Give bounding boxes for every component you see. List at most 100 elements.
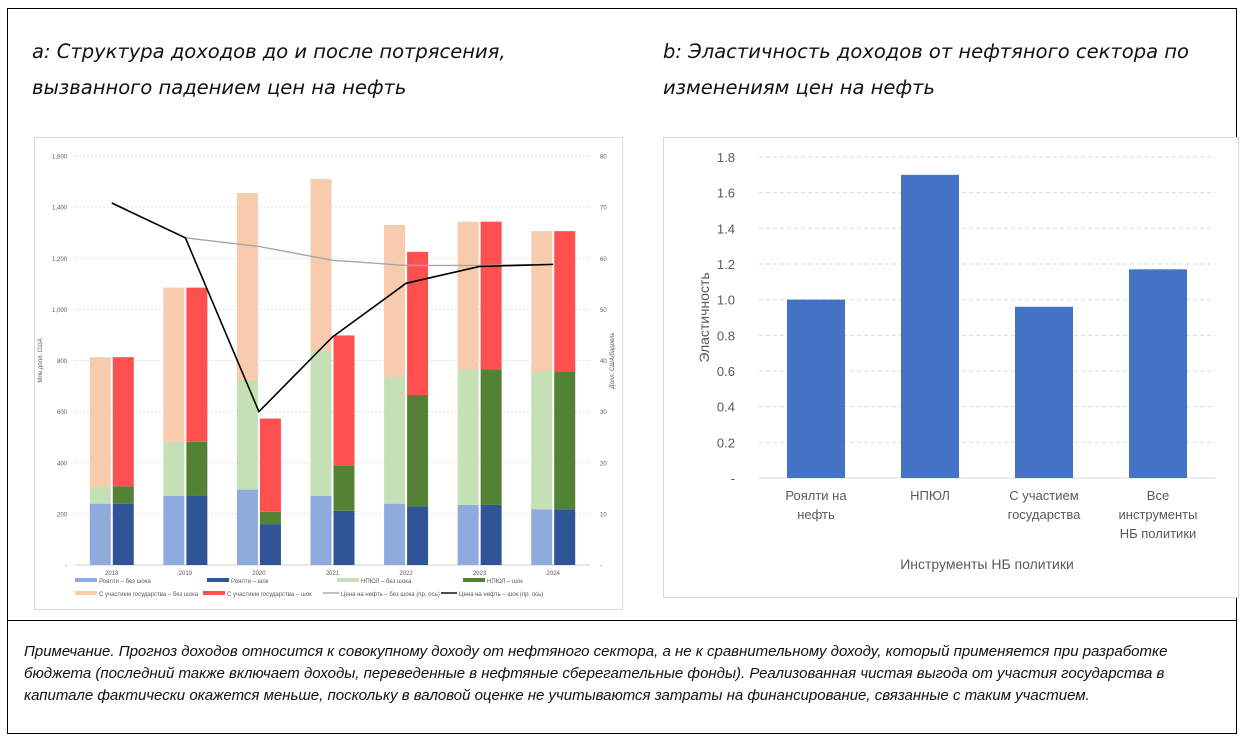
legend-label: С участием государства – шок [227, 592, 312, 598]
bar-segment [89, 503, 111, 565]
bar-segment [457, 221, 479, 370]
bar-segment [310, 179, 332, 351]
y-tick-label: 800 [57, 359, 68, 365]
bar-segment [457, 504, 479, 565]
y-tick-label: 1,000 [52, 308, 68, 314]
y2-tick-label: - [600, 564, 602, 570]
y-tick-label: 1.6 [717, 186, 735, 201]
legend-label: Роялти – шок [231, 579, 269, 585]
bar-segment [163, 441, 185, 496]
bar-segment [310, 495, 332, 565]
x-tick-label: 2022 [399, 571, 413, 577]
y-axis-title: Млн долл. США [38, 338, 44, 382]
legend-swatch [207, 578, 229, 582]
y-tick-label: 1.2 [717, 257, 735, 272]
bar-segment [531, 509, 553, 565]
y2-tick-label: 30 [600, 410, 607, 416]
y-tick-label: 200 [57, 512, 68, 518]
bar-segment [480, 369, 502, 505]
bar [1015, 306, 1073, 478]
bar-segment [407, 251, 429, 396]
bar-segment [89, 357, 111, 487]
bar [787, 299, 845, 478]
bar-segment [163, 495, 185, 565]
bar-segment [531, 231, 553, 373]
bar-segment [384, 225, 406, 378]
panel-a-title-line2: вызванного падением цен на нефть [32, 76, 407, 99]
bar-segment [480, 221, 502, 370]
panel-b-title-line2: изменениям цен на нефть [663, 76, 935, 99]
y-tick-label: - [731, 471, 735, 486]
bar-segment [236, 379, 258, 490]
y2-tick-label: 70 [600, 206, 607, 212]
bar-segment [554, 372, 576, 510]
bar-segment [259, 511, 281, 525]
bar-segment [554, 509, 576, 565]
legend-swatch [75, 578, 97, 582]
y-tick-label: 600 [57, 410, 68, 416]
y-tick-label: 1,400 [52, 206, 68, 212]
chart-a: - 200 400 600 800 1,000 1,200 1,400 1,600 - 10 20 30… [38, 155, 616, 599]
x-tick-label: государства [1008, 507, 1082, 522]
panel-b-title-line1: b: Эластичность доходов от нефтяного сек… [663, 40, 1189, 63]
y-tick-label: 1,600 [52, 155, 68, 161]
bar-segment [112, 503, 134, 565]
x-axis-title: Инструменты НБ политики [900, 556, 1074, 572]
chart-b-container: - 0.2 0.4 0.6 0.8 1.0 1.2 1.4 1.6 1.8 Эластичность… [663, 137, 1239, 598]
y-axis-title: Эластичность [696, 272, 712, 362]
x-tick-label: Все [1147, 488, 1169, 503]
bar-segment [480, 504, 502, 565]
panel-a-title: a: Структура доходов до и после потрясен… [32, 34, 506, 106]
bar-segment [236, 489, 258, 565]
frame-divider [7, 620, 1237, 621]
x-tick-label: нефть [797, 507, 835, 522]
x-tick-label: 2018 [105, 571, 119, 577]
legend-swatch [75, 591, 97, 595]
legend-label: НПЮЛ – без шока [361, 579, 412, 585]
x-tick-label: НБ политики [1120, 526, 1197, 541]
bar-segment [333, 510, 355, 565]
bar-segment [384, 377, 406, 504]
bar-segment [554, 231, 576, 373]
bar-segment [186, 441, 208, 496]
footnote: Примечание. Прогноз доходов относится к … [24, 643, 1168, 704]
bar-segment [112, 486, 134, 504]
x-tick-label: Роялти на [785, 488, 847, 503]
bar-segment [259, 524, 281, 565]
legend-label: НПЮЛ – шок [487, 579, 523, 585]
bar-segment [112, 357, 134, 487]
price-line [111, 202, 554, 414]
y-tick-label: 1.8 [717, 150, 735, 165]
legend-swatch [203, 591, 225, 595]
y-tick-label: - [65, 564, 67, 570]
y-tick-label: 0.4 [717, 400, 735, 415]
panel-a-title-line1: a: Структура доходов до и после потрясен… [32, 40, 506, 63]
legend-swatch [463, 578, 485, 582]
y2-tick-label: 40 [600, 359, 607, 365]
y2-tick-label: 50 [600, 308, 607, 314]
x-tick-label: 2020 [252, 571, 266, 577]
chart-b: - 0.2 0.4 0.6 0.8 1.0 1.2 1.4 1.6 1.8 Эластичность… [696, 150, 1215, 572]
x-tick-label: НПЮЛ [910, 488, 950, 503]
x-tick-label: инструменты [1119, 507, 1198, 522]
x-tick-label: 2021 [326, 571, 340, 577]
y-tick-label: 1,200 [52, 257, 68, 263]
y2-axis-title: Долл. США/баррель [610, 332, 616, 389]
legend-label: Роялти – без шока [99, 579, 151, 585]
y-tick-label: 0.6 [717, 364, 735, 379]
bar-segment [259, 418, 281, 512]
bar-segment [186, 287, 208, 442]
bar-segment [333, 335, 355, 466]
legend-label: С участием государства – без шока [99, 592, 199, 598]
x-tick-label: 2019 [179, 571, 193, 577]
bar [901, 174, 959, 479]
x-tick-label: 2023 [473, 571, 487, 577]
bar-segment [384, 503, 406, 565]
bar-segment [186, 495, 208, 565]
bar-segment [236, 193, 258, 380]
bar [1129, 269, 1187, 478]
bar-segment [531, 372, 553, 510]
bar-segment [407, 395, 429, 507]
y2-tick-label: 10 [600, 512, 607, 518]
bar-segment [457, 369, 479, 505]
